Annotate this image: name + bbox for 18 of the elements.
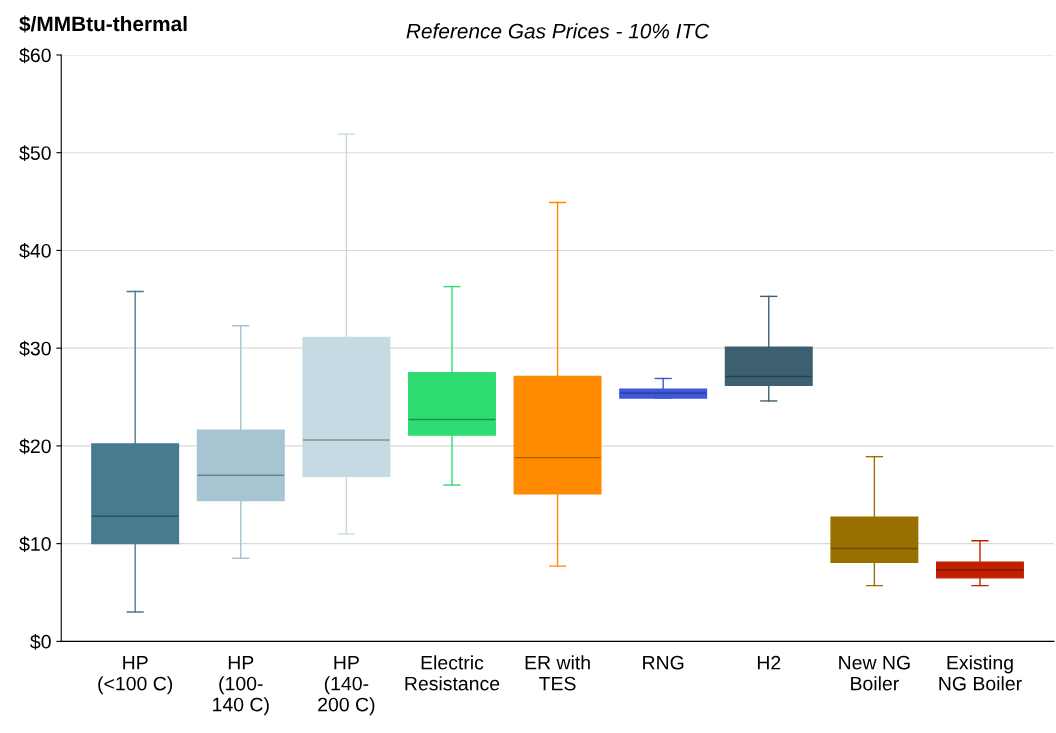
x-tick-label: Existing NG Boiler xyxy=(939,655,1022,691)
y-tick-label: $30 xyxy=(19,340,51,357)
y-axis-title: $/MMBtu-thermal xyxy=(19,15,187,33)
x-tick-label: H2 xyxy=(757,655,781,670)
x-tick-label: HP (100- 140 C) xyxy=(213,655,269,716)
x-tick-label: HP (<100 C) xyxy=(98,655,173,695)
y-tick-label: $0 xyxy=(30,634,51,650)
x-tick-label: RNG xyxy=(643,655,684,670)
y-tick-label: $20 xyxy=(19,438,51,455)
x-tick-label: HP (140- 200 C) xyxy=(318,655,375,716)
x-tick-label: ER with TES xyxy=(525,655,590,691)
y-tick-label: $60 xyxy=(19,47,51,64)
y-tick-label: $50 xyxy=(19,145,51,162)
x-tick-label: Electric Resistance xyxy=(405,655,500,691)
x-tick-label: New NG Boiler xyxy=(839,655,910,691)
chart-title: Reference Gas Prices - 10% ITC xyxy=(406,23,710,39)
y-tick-label: $40 xyxy=(19,243,51,259)
y-tick-label: $10 xyxy=(19,536,51,553)
